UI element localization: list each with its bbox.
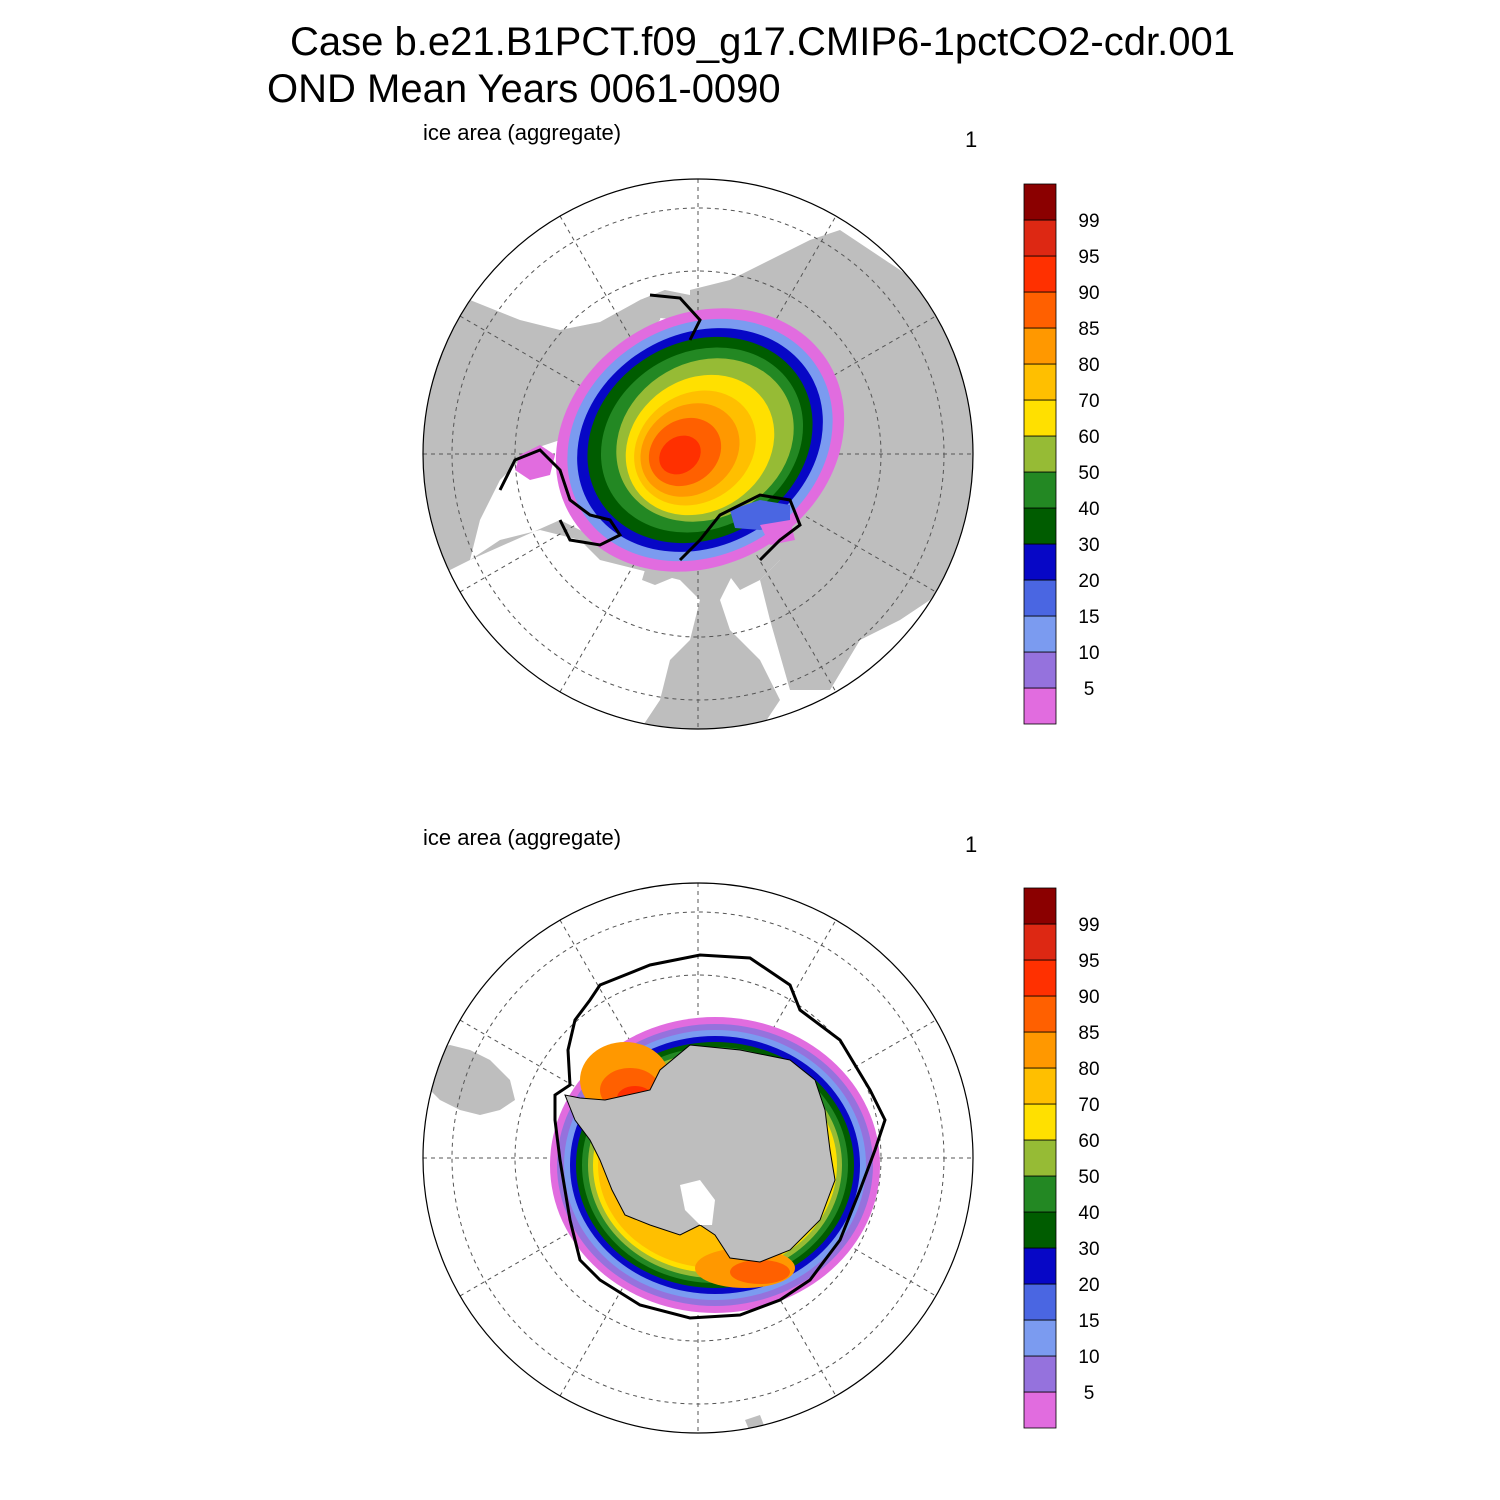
south-colorbar-tick-label: 60	[1078, 1131, 1099, 1152]
north-colorbar-box	[1023, 543, 1057, 581]
north-colorbar-box	[1023, 363, 1057, 401]
north-colorbar-box	[1023, 651, 1057, 689]
south-colorbar-tick-label: 5	[1084, 1383, 1095, 1404]
south-colorbar-tick-label: 20	[1078, 1275, 1099, 1296]
north-sea-ice	[555, 308, 845, 572]
north-colorbar-tick-label: 50	[1078, 463, 1099, 484]
north-colorbar-tick-label: 5	[1084, 679, 1095, 700]
south-colorbar-box	[1023, 1319, 1057, 1357]
south-observed-extent	[553, 953, 887, 1320]
south-colorbar-tick-label: 90	[1078, 987, 1099, 1008]
north-colorbar-box	[1023, 219, 1057, 257]
north-colorbar-tick-label: 80	[1078, 355, 1099, 376]
antarctica-land	[564, 1044, 836, 1263]
north-units-label: 1	[965, 127, 978, 152]
south-colorbar-tick-label: 15	[1078, 1311, 1099, 1332]
north-colorbar-tick-label: 99	[1078, 211, 1099, 232]
south-colorbar-box	[1023, 995, 1057, 1033]
north-polar-map	[422, 178, 974, 730]
north-map-border	[422, 178, 974, 730]
south-colorbar-box	[1023, 1355, 1057, 1393]
north-colorbar-box	[1023, 255, 1057, 293]
north-colorbar-tick-label: 10	[1078, 643, 1099, 664]
south-colorbar-box	[1023, 1391, 1057, 1429]
north-observed-extent	[498, 293, 802, 562]
south-colorbar-tick-label: 80	[1078, 1059, 1099, 1080]
south-america-land	[430, 1045, 515, 1115]
figure-subtitle: OND Mean Years 0061-0090	[267, 67, 781, 111]
south-colorbar-box	[1023, 887, 1057, 925]
south-colorbar-box	[1023, 1211, 1057, 1249]
south-colorbar-tick-label: 10	[1078, 1347, 1099, 1368]
south-colorbar-box	[1023, 1031, 1057, 1069]
south-colorbar-box	[1023, 923, 1057, 961]
south-map-border	[422, 882, 974, 1434]
north-colorbar-box	[1023, 327, 1057, 365]
north-colorbar-tick-label: 30	[1078, 535, 1099, 556]
south-colorbar-box	[1023, 1103, 1057, 1141]
south-colorbar-tick-label: 40	[1078, 1203, 1099, 1224]
north-colorbar-box	[1023, 291, 1057, 329]
north-colorbar-box	[1023, 435, 1057, 473]
south-colorbar: 5 10 15 20 30 40 50 60 70 80 85 90 95 99	[1023, 887, 1100, 1429]
north-colorbar-box	[1023, 471, 1057, 509]
north-colorbar-tick-label: 70	[1078, 391, 1099, 412]
south-colorbar-box	[1023, 1175, 1057, 1213]
south-polar-map	[422, 882, 974, 1434]
south-colorbar-tick-label: 50	[1078, 1167, 1099, 1188]
south-colorbar-tick-label: 30	[1078, 1239, 1099, 1260]
south-colorbar-tick-label: 99	[1078, 915, 1099, 936]
north-variable-label: ice area (aggregate)	[423, 120, 622, 145]
south-colorbar-box	[1023, 1067, 1057, 1105]
figure-title: Case b.e21.B1PCT.f09_g17.CMIP6-1pctCO2-c…	[290, 20, 1235, 64]
south-colorbar-box	[1023, 1247, 1057, 1285]
north-colorbar-box	[1023, 615, 1057, 653]
south-colorbar-tick-label: 85	[1078, 1023, 1099, 1044]
south-variable-label: ice area (aggregate)	[423, 825, 622, 850]
ross-ice-shelf	[680, 1180, 715, 1225]
north-colorbar-box	[1023, 399, 1057, 437]
south-colorbar-tick-label: 70	[1078, 1095, 1099, 1116]
north-colorbar-tick-label: 85	[1078, 319, 1099, 340]
north-colorbar-tick-label: 40	[1078, 499, 1099, 520]
south-colorbar-box	[1023, 1283, 1057, 1321]
north-colorbar-tick-label: 95	[1078, 247, 1099, 268]
north-colorbar-box	[1023, 687, 1057, 725]
north-colorbar: 5 10 15 20 30 40 50 60 70 80 85 90 95 99	[1023, 183, 1100, 725]
north-colorbar-box	[1023, 579, 1057, 617]
north-colorbar-tick-label: 60	[1078, 427, 1099, 448]
south-units-label: 1	[965, 832, 978, 857]
north-colorbar-box	[1023, 183, 1057, 221]
south-colorbar-tick-label: 95	[1078, 951, 1099, 972]
north-colorbar-tick-label: 90	[1078, 283, 1099, 304]
north-colorbar-box	[1023, 507, 1057, 545]
north-colorbar-tick-label: 20	[1078, 571, 1099, 592]
south-colorbar-box	[1023, 959, 1057, 997]
north-colorbar-tick-label: 15	[1078, 607, 1099, 628]
south-colorbar-box	[1023, 1139, 1057, 1177]
